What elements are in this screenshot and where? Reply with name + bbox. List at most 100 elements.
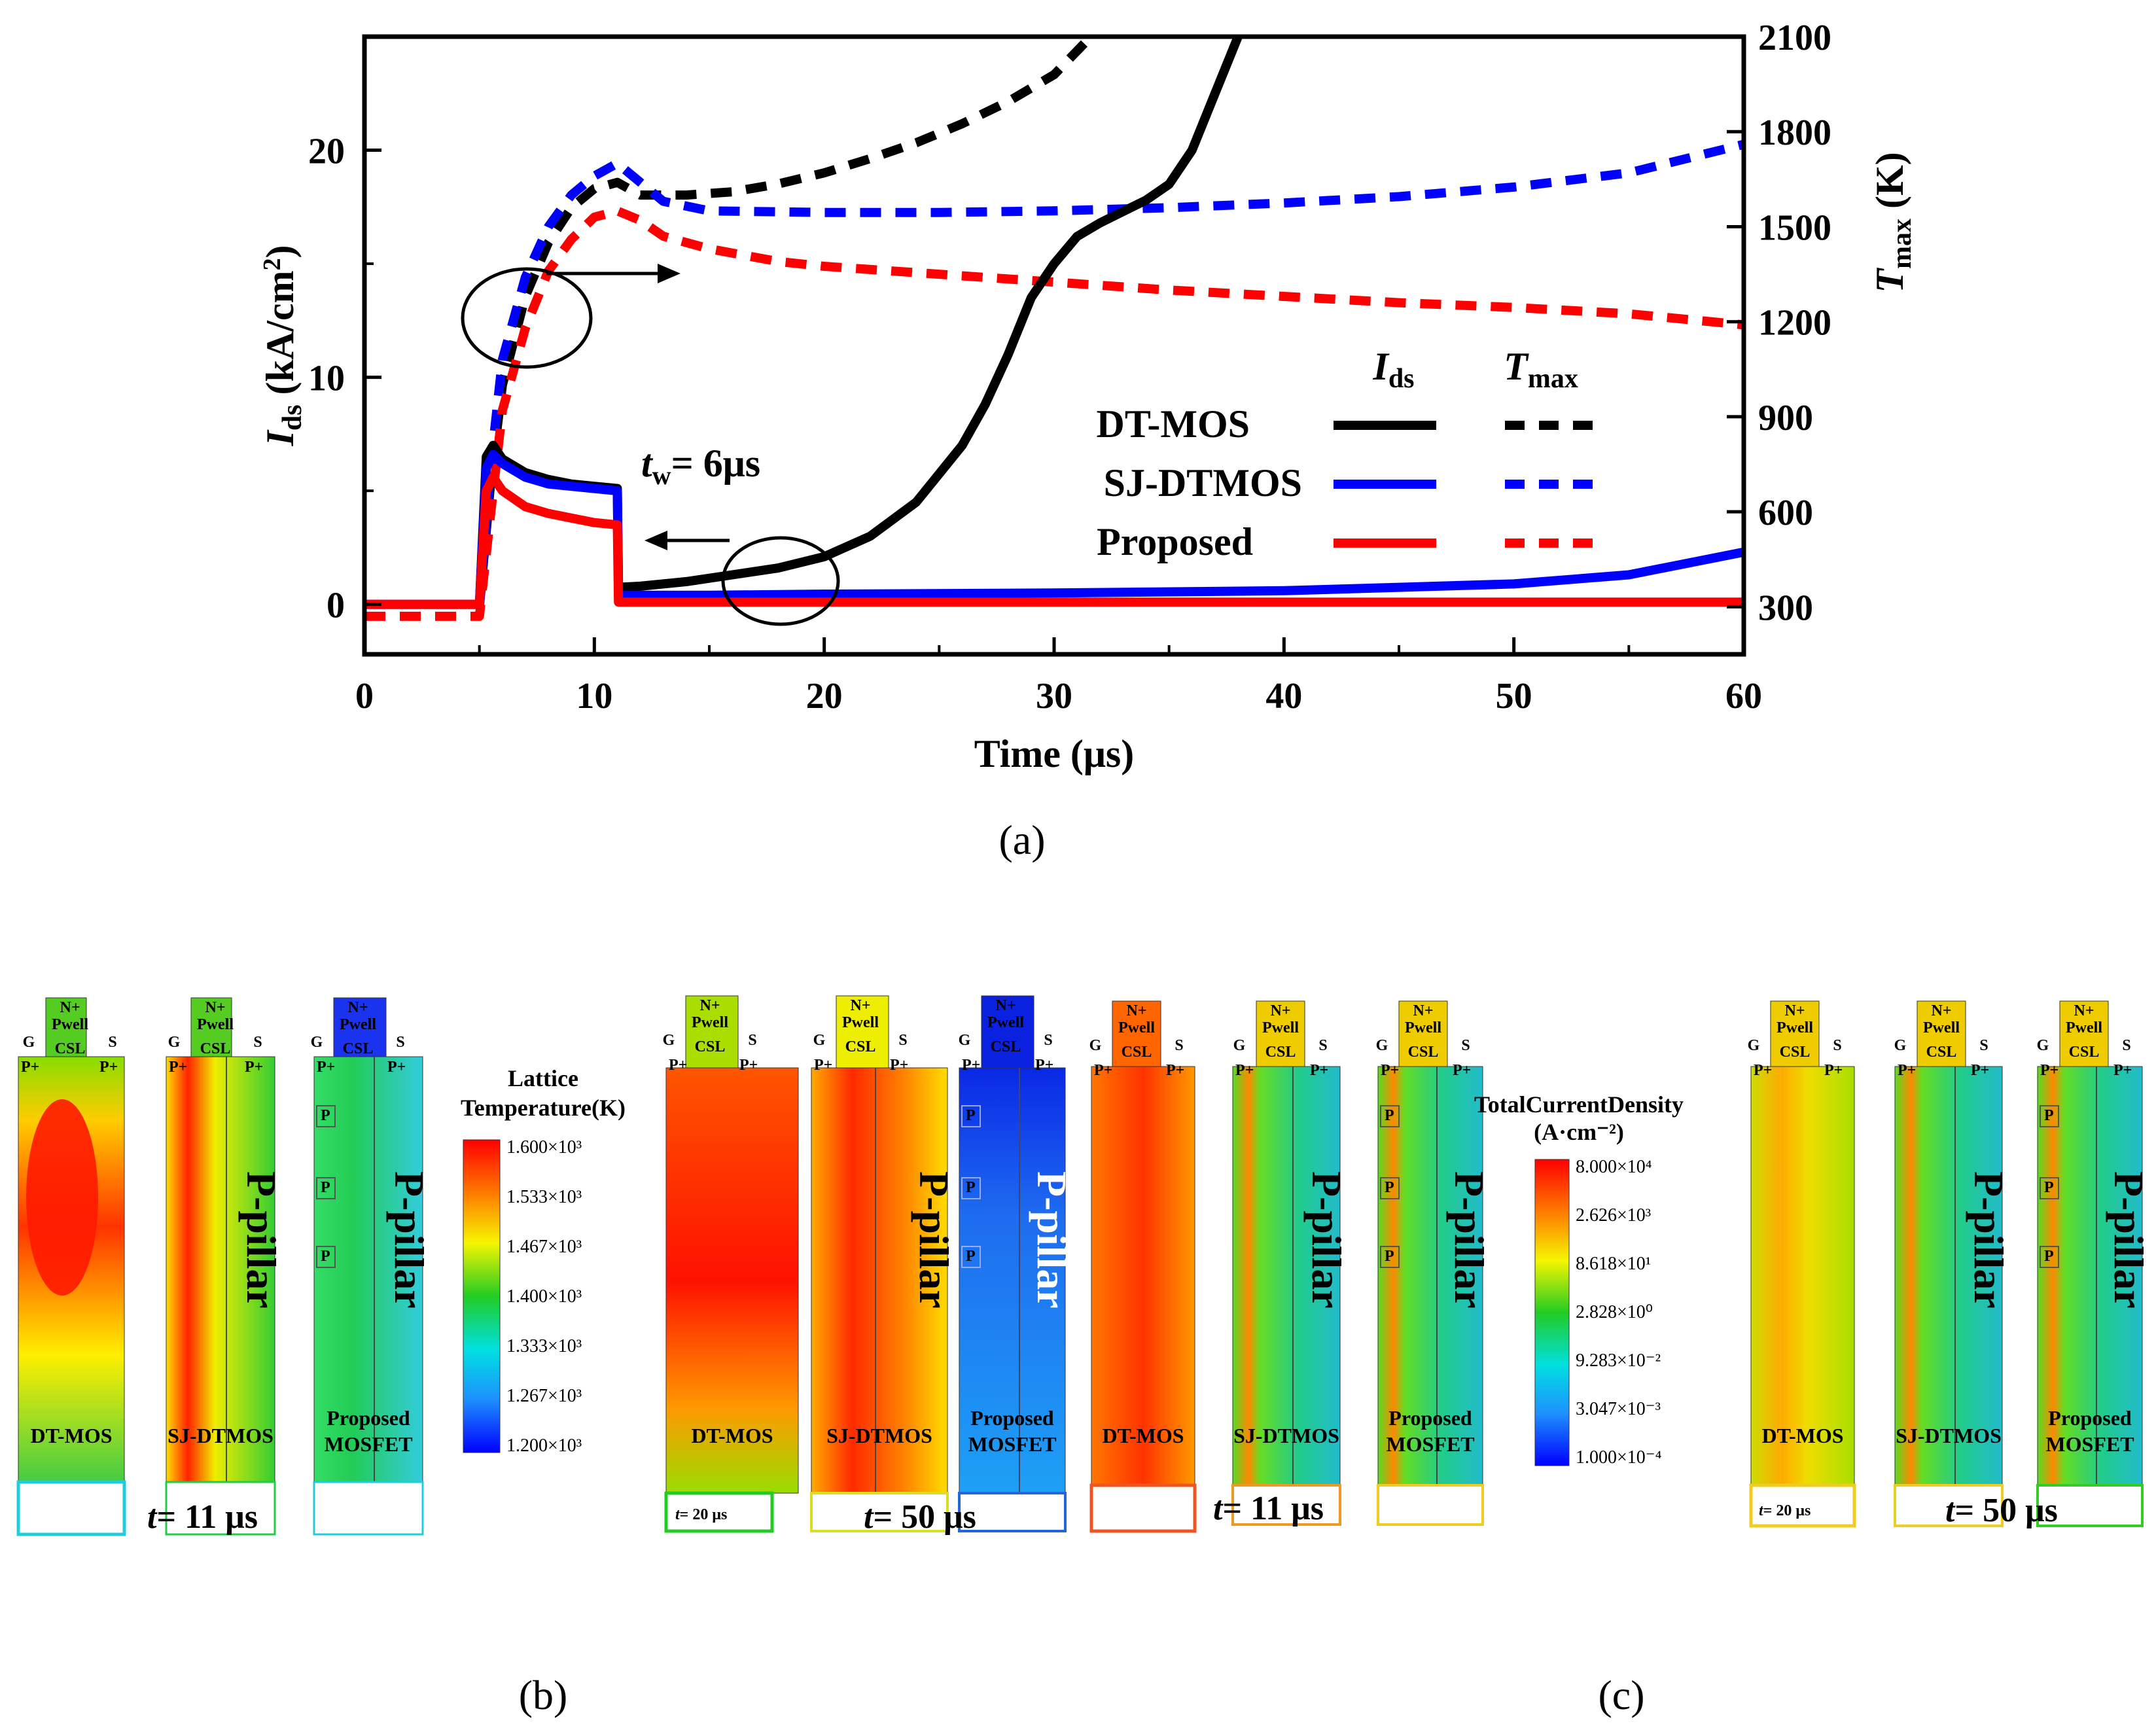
label-csl: CSL: [1926, 1044, 1957, 1061]
map-c-proposed-11us: [1377, 1000, 1484, 1526]
series-proposed-tmax: [364, 206, 1744, 621]
y-left-tick-label: 10: [308, 359, 345, 399]
label-nplus: N+: [205, 999, 225, 1016]
label-pillar: P-pillar: [2106, 1171, 2152, 1309]
x-tick-label: 30: [1036, 676, 1072, 716]
label-pplus-right: P+: [1453, 1062, 1471, 1079]
label-source: S: [1175, 1037, 1183, 1054]
label-pplus-left: P+: [1381, 1062, 1399, 1079]
label-nplus: N+: [347, 999, 368, 1016]
label-device: MOSFET: [1386, 1432, 1474, 1456]
label-gate: G: [813, 1032, 826, 1049]
label-csl: CSL: [1122, 1044, 1152, 1061]
label-pillar: P-pillar: [386, 1171, 433, 1309]
series-sj-dtmos-ids: [364, 450, 1745, 609]
label-pwell: Pwell: [1262, 1019, 1299, 1036]
legend-label-sjdtmos: SJ-DTMOS: [1104, 461, 1302, 504]
arrow-right-head: [658, 264, 680, 283]
scale-b-title-2: Temperature(K): [461, 1095, 626, 1121]
label-device: SJ-DTMOS: [168, 1424, 274, 1447]
legend-label-dtmos: DT-MOS: [1097, 402, 1250, 446]
scale-b-tick-4: 1.333×10³: [506, 1336, 582, 1356]
x-tick-label: 20: [806, 676, 843, 716]
label-csl: CSL: [991, 1038, 1021, 1055]
panel-a-label: (a): [998, 817, 1045, 863]
label-pwell: Pwell: [1118, 1019, 1155, 1036]
map-b-proposed-11us: [313, 997, 424, 1536]
map-c-dtmos-20us: [1749, 1000, 1856, 1528]
label-pplus-left: P+: [169, 1059, 187, 1076]
x-axis-title: Time (μs): [974, 732, 1135, 775]
scale-c-tick-4: 9.283×10⁻²: [1576, 1350, 1661, 1371]
x-tick-label: 0: [355, 676, 374, 716]
label-pillar: P-pillar: [911, 1171, 957, 1309]
label-device: Proposed: [970, 1406, 1054, 1430]
label-p-box: P: [966, 1179, 976, 1196]
label-device: MOSFET: [968, 1432, 1056, 1456]
legend-col-tmax: Tmax: [1504, 345, 1578, 394]
label-source: S: [1044, 1032, 1052, 1049]
label-p-box: P: [966, 1248, 976, 1265]
label-p-box: P: [2044, 1179, 2054, 1196]
label-gate: G: [1748, 1037, 1760, 1054]
label-pillar: P-pillar: [1303, 1171, 1350, 1309]
panel-b: Lattice Temperature(K) 1.600×10³ 1.533×1…: [16, 995, 1067, 1536]
scale-b-tick-0: 1.600×10³: [506, 1137, 582, 1157]
map-b-dtmos-11us: [16, 997, 126, 1536]
y-axis-right-title: Tmax (K): [1868, 152, 1917, 292]
y-right-tick-label: 1800: [1758, 113, 1831, 153]
plot-frame: [362, 34, 1746, 657]
label-pplus-left: P+: [669, 1057, 687, 1074]
label-csl: CSL: [200, 1040, 231, 1057]
label-pplus-right: P+: [387, 1059, 406, 1076]
label-source: S: [1833, 1037, 1841, 1054]
label-pplus-right: P+: [245, 1059, 263, 1076]
x-tick-label: 50: [1496, 676, 1532, 716]
label-gate: G: [23, 1034, 35, 1051]
label-p-box: P: [321, 1179, 330, 1196]
label-nplus: N+: [60, 999, 80, 1016]
label-pplus-right: P+: [1166, 1062, 1184, 1079]
label-nplus: N+: [1126, 1002, 1146, 1019]
legend-col-ids: Ids: [1372, 345, 1414, 394]
map-c-dtmos-11us: [1089, 1000, 1197, 1533]
label-pwell: Pwell: [1923, 1019, 1960, 1036]
time-b-small: t= 20 μs: [675, 1506, 727, 1523]
label-csl: CSL: [1408, 1044, 1439, 1061]
label-gate: G: [1894, 1037, 1907, 1054]
x-tick-label: 40: [1265, 676, 1302, 716]
label-gate: G: [959, 1032, 971, 1049]
scale-c-title-1: TotalCurrentDensity: [1474, 1091, 1684, 1118]
map-c-sjdtmos-50us: [1894, 1000, 2004, 1527]
label-source: S: [748, 1032, 756, 1049]
y-left-tick-label: 20: [308, 132, 345, 172]
y-right-tick-label: 2100: [1758, 18, 1831, 58]
series-sj-dtmos-tmax: [474, 139, 1745, 607]
label-nplus: N+: [699, 997, 720, 1014]
label-nplus: N+: [995, 997, 1016, 1014]
label-pplus-left: P+: [317, 1059, 335, 1076]
label-pillar: P-pillar: [238, 1171, 285, 1309]
series-dt-mos-tmax: [474, 33, 1095, 608]
panel-a-plot: 0 10 20 30 40 50 60010203006009001200150018002…: [258, 18, 1917, 863]
label-nplus: N+: [1413, 1002, 1433, 1019]
y-right-tick-label: 1200: [1758, 303, 1831, 344]
arrow-left-head: [645, 531, 667, 550]
scale-lattice-temp: Lattice Temperature(K) 1.600×10³ 1.533×1…: [461, 1065, 626, 1456]
label-p-box: P: [321, 1107, 330, 1124]
label-p-box: P: [1385, 1179, 1394, 1196]
label-p-box: P: [1385, 1107, 1394, 1124]
label-csl: CSL: [343, 1040, 374, 1057]
map-c-proposed-50us: [2036, 1000, 2144, 1527]
y-left-tick-label: 0: [327, 586, 345, 626]
scale-c-title-2: (A·cm⁻²): [1534, 1119, 1624, 1145]
y-axis-left-title: Ids (kA/cm2): [258, 245, 308, 446]
label-source: S: [2122, 1037, 2130, 1054]
label-pplus-right: P+: [1035, 1057, 1053, 1074]
label-pwell: Pwell: [52, 1016, 88, 1033]
label-pplus-right: P+: [890, 1057, 908, 1074]
scale-current-density: TotalCurrentDensity (A·cm⁻²) 8.000×10⁴ 2…: [1474, 1091, 1684, 1468]
label-csl: CSL: [845, 1038, 876, 1055]
map-b-sjdtmos-50us: [810, 995, 949, 1532]
label-device: Proposed: [1388, 1406, 1472, 1430]
